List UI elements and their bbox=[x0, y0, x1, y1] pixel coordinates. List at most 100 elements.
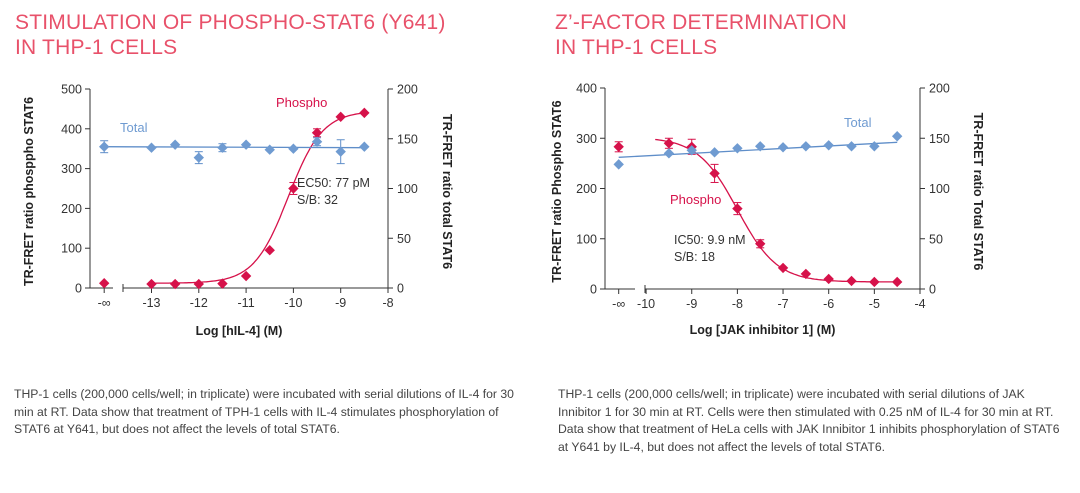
y-tick-label: 400 bbox=[61, 122, 82, 136]
chart-panel-il4: STIMULATION OF PHOSPHO-STAT6 (Y641) IN T… bbox=[14, 10, 514, 436]
x-tick-label: -6 bbox=[823, 297, 834, 311]
data-point-total bbox=[240, 139, 252, 150]
x-axis-label: Log [hIL-4] (M) bbox=[196, 324, 283, 338]
fit-line-phospho bbox=[149, 112, 365, 284]
data-point-total bbox=[359, 141, 370, 152]
x-tick-label: -10 bbox=[637, 297, 655, 311]
data-point-phospho bbox=[613, 141, 624, 152]
x-tick-label: -5 bbox=[869, 297, 880, 311]
series-label-total: Total bbox=[120, 120, 148, 135]
y-tick-label: 0 bbox=[590, 283, 597, 297]
data-point-total bbox=[193, 152, 204, 163]
data-point-phospho bbox=[732, 203, 743, 214]
data-point-total bbox=[169, 139, 181, 150]
data-point-total bbox=[686, 145, 697, 156]
data-point-phospho bbox=[663, 138, 675, 149]
chart-title-line-1: STIMULATION OF PHOSPHO-STAT6 (Y641) bbox=[15, 11, 446, 34]
series-total: Total bbox=[98, 120, 370, 165]
series-phospho: Phospho bbox=[613, 137, 903, 288]
data-point-phospho bbox=[193, 278, 204, 290]
data-point-total bbox=[846, 141, 857, 152]
y-axis-label: TR-FRET ratio phosppho STAT6 bbox=[22, 97, 36, 286]
y-tick-label: 100 bbox=[576, 232, 597, 246]
y-tick-label: 200 bbox=[576, 182, 597, 196]
chart-title: Z’-FACTOR DETERMINATION IN THP-1 CELLS bbox=[555, 10, 847, 60]
y2-tick-label: 200 bbox=[929, 82, 950, 96]
y-axis-label: TR-FRET ratio Phospho STAT6 bbox=[550, 100, 564, 282]
y2-axis-label: TR-FRET ratio total STAT6 bbox=[440, 114, 454, 269]
data-point-phospho bbox=[98, 278, 110, 289]
x-tick-label: -9 bbox=[686, 297, 697, 311]
y-tick-label: 0 bbox=[75, 282, 82, 296]
y-tick-label: 300 bbox=[576, 132, 597, 146]
y2-tick-label: 0 bbox=[397, 282, 404, 296]
x-tick-label: -4 bbox=[914, 297, 925, 311]
chart-jak-inhibition: 0 100 200 300 400 0 50 100 150 200 -∞ -10 -9 -8 -7 -6 -5… bbox=[550, 82, 985, 338]
data-point-total bbox=[288, 143, 299, 154]
data-point-phospho bbox=[359, 107, 370, 119]
x-tick-label: -8 bbox=[382, 296, 393, 310]
data-point-total bbox=[264, 144, 275, 155]
data-point-phospho bbox=[217, 278, 228, 289]
chart-il4-stimulation: 0 100 200 300 400 500 0 50 100 150 200 -∞ -13 -12 -11 -… bbox=[22, 83, 454, 339]
data-point-phospho bbox=[869, 276, 880, 288]
data-point-total bbox=[800, 141, 812, 152]
data-point-total bbox=[98, 141, 110, 152]
chart-title-line-2: IN THP-1 CELLS bbox=[555, 36, 718, 59]
data-point-total bbox=[217, 142, 228, 153]
data-point-phospho bbox=[891, 276, 903, 288]
data-point-phospho bbox=[240, 270, 252, 282]
chart-title: STIMULATION OF PHOSPHO-STAT6 (Y641) IN T… bbox=[15, 10, 446, 60]
annotation-line: S/B: 18 bbox=[674, 250, 715, 264]
series-total: Total bbox=[613, 115, 903, 170]
data-point-total bbox=[663, 148, 675, 159]
y2-tick-label: 0 bbox=[929, 283, 936, 297]
x-tick-label: -∞ bbox=[612, 297, 625, 311]
y2-tick-label: 50 bbox=[929, 232, 943, 246]
annotation-line: S/B: 32 bbox=[297, 193, 338, 207]
data-point-total bbox=[823, 140, 834, 151]
x-tick-label: -13 bbox=[142, 296, 160, 310]
data-point-total bbox=[869, 141, 880, 152]
x-tick-label: -9 bbox=[335, 296, 346, 310]
x-tick-label: -12 bbox=[190, 296, 208, 310]
data-point-total bbox=[891, 131, 903, 142]
series-phospho: Phospho bbox=[98, 95, 370, 290]
data-point-phospho bbox=[709, 168, 720, 179]
data-point-phospho bbox=[311, 127, 323, 138]
data-point-phospho bbox=[800, 268, 812, 280]
data-point-total bbox=[335, 146, 346, 157]
y-tick-label: 300 bbox=[61, 162, 82, 176]
y-tick-label: 400 bbox=[576, 82, 597, 96]
axes: 0 100 200 300 400 500 0 50 100 150 200 -∞ -13 -12 -11 -… bbox=[22, 83, 454, 339]
y2-tick-label: 200 bbox=[397, 83, 418, 97]
y2-tick-label: 150 bbox=[397, 132, 418, 146]
x-tick-label: -7 bbox=[777, 297, 788, 311]
data-point-phospho bbox=[823, 273, 834, 285]
x-tick-label: -8 bbox=[732, 297, 743, 311]
y-tick-label: 200 bbox=[61, 202, 82, 216]
y-tick-label: 100 bbox=[61, 242, 82, 256]
chart-caption: THP-1 cells (200,000 cells/well; in trip… bbox=[14, 387, 514, 436]
chart-title-line-1: Z’-FACTOR DETERMINATION bbox=[555, 11, 847, 34]
series-label-phospho: Phospho bbox=[276, 95, 327, 110]
data-point-phospho bbox=[335, 111, 346, 123]
data-point-phospho bbox=[264, 244, 275, 256]
annotation-line: EC50: 77 pM bbox=[297, 176, 370, 190]
y2-tick-label: 100 bbox=[929, 182, 950, 196]
axes: 0 100 200 300 400 0 50 100 150 200 -∞ -10 -9 -8 -7 -6 -5… bbox=[550, 82, 985, 338]
series-label-total: Total bbox=[844, 115, 872, 130]
chart-title-line-2: IN THP-1 CELLS bbox=[15, 36, 178, 59]
series-label-phospho: Phospho bbox=[670, 192, 721, 207]
data-point-phospho bbox=[288, 183, 299, 194]
y2-tick-label: 50 bbox=[397, 232, 411, 246]
x-tick-label: -∞ bbox=[98, 296, 111, 310]
y-tick-label: 500 bbox=[61, 83, 82, 97]
data-point-phospho bbox=[146, 278, 157, 290]
data-point-total bbox=[613, 159, 624, 170]
data-point-total bbox=[777, 142, 789, 153]
annotation-line: IC50: 9.9 nM bbox=[674, 233, 746, 247]
y2-tick-label: 100 bbox=[397, 182, 418, 196]
x-tick-label: -11 bbox=[238, 296, 255, 310]
y2-tick-label: 150 bbox=[929, 132, 950, 146]
